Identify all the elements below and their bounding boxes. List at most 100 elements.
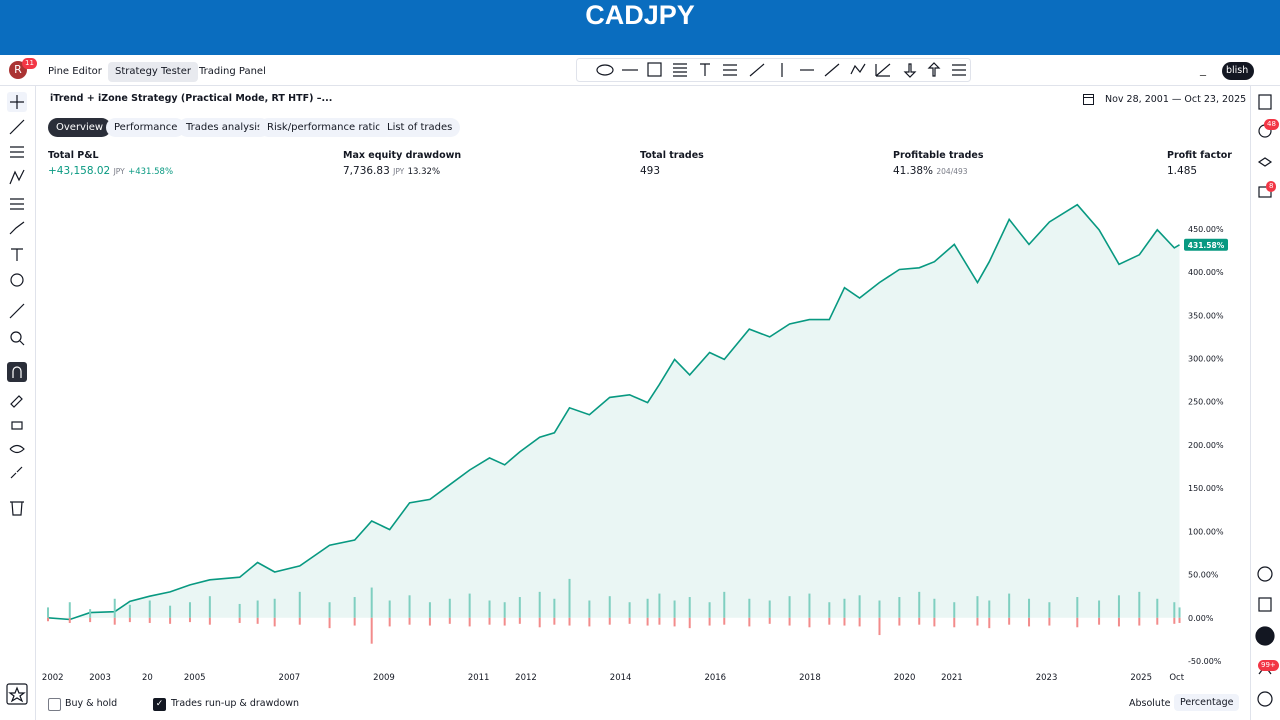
runup-drawdown-bar <box>89 609 92 618</box>
subtab[interactable]: Performance <box>106 118 186 137</box>
badge: 48 <box>1264 119 1279 130</box>
runup-drawdown-bar <box>568 578 571 618</box>
runup-drawdown-bar <box>646 617 649 626</box>
checkbox-checked[interactable]: ✓ <box>153 698 166 711</box>
runup-drawdown-bar <box>238 603 241 618</box>
metric-value: +43,158.02 JPY +431.58% <box>48 165 173 177</box>
runup-drawdown-bar <box>1117 595 1120 618</box>
runup-drawdown-bar <box>328 602 331 618</box>
runup-drawdown-bar <box>1138 617 1141 626</box>
runup-drawdown-bar <box>408 617 411 625</box>
x-tick-label: 2014 <box>610 673 632 683</box>
runup-drawdown-bar <box>47 607 49 618</box>
subtab-active[interactable]: Overview <box>48 118 112 137</box>
runup-drawdown-bar <box>878 617 881 636</box>
runup-drawdown-bar <box>113 617 116 625</box>
area-fill <box>48 204 1180 620</box>
left-toolbar <box>6 86 36 720</box>
y-tick-label: 50.00% <box>1188 571 1219 580</box>
x-tick-label: 2003 <box>89 673 111 683</box>
runup-drawdown-bar <box>976 617 979 626</box>
runup-label[interactable]: Trades run-up & drawdown <box>171 698 300 709</box>
x-tick-label: 2020 <box>894 673 916 683</box>
runup-drawdown-bar <box>518 617 521 624</box>
tab[interactable]: Trading Panel <box>199 66 266 77</box>
minimize[interactable]: _ <box>1200 62 1206 76</box>
runup-drawdown-bar <box>68 617 71 623</box>
y-tick-label: 100.00% <box>1188 527 1224 536</box>
runup-drawdown-bar <box>503 602 506 618</box>
runup-drawdown-bar <box>588 600 591 618</box>
runup-drawdown-bar <box>828 617 831 625</box>
runup-drawdown-bar <box>858 617 861 627</box>
runup-drawdown-bar <box>768 617 771 624</box>
subtab[interactable]: Trades analysis <box>178 118 271 137</box>
y-tick-label: 450.00% <box>1188 225 1224 234</box>
runup-drawdown-bar <box>408 595 411 618</box>
date-range[interactable]: Nov 28, 2001 — Oct 23, 2025 <box>1105 94 1247 105</box>
runup-drawdown-bar <box>256 600 259 618</box>
runup-drawdown-bar <box>370 617 373 644</box>
subtab[interactable]: Risk/performance ratios <box>259 118 395 137</box>
runup-drawdown-bar <box>1028 598 1031 618</box>
badge: 8 <box>1266 181 1277 192</box>
metric-value: 7,736.83 JPY 13.32% <box>343 165 440 177</box>
runup-drawdown-bar <box>843 598 846 618</box>
runup-drawdown-bar <box>353 617 356 626</box>
x-tick-label: 2025 <box>1130 673 1152 683</box>
runup-drawdown-bar <box>953 617 956 628</box>
runup-drawdown-bar <box>748 598 751 618</box>
runup-drawdown-bar <box>208 617 211 625</box>
runup-drawdown-bar <box>238 617 241 623</box>
runup-drawdown-bar <box>808 593 811 618</box>
publish-button[interactable]: blish <box>1222 62 1255 80</box>
runup-drawdown-bar <box>953 602 956 618</box>
tab-active[interactable]: Strategy Tester <box>108 62 198 82</box>
metric-label: Total P&L <box>48 150 99 161</box>
equity-chart: -50.00% 0.00% 50.00% 100.00% 150.00% 200.00% 2… <box>42 203 1228 683</box>
runup-drawdown-bar <box>723 617 726 625</box>
runup-drawdown-bar <box>428 602 431 618</box>
runup-drawdown-bar <box>89 617 92 623</box>
runup-drawdown-bar <box>448 617 451 624</box>
runup-drawdown-bar <box>273 598 276 618</box>
runup-drawdown-bar <box>748 617 751 627</box>
banner-title: CADJPY <box>585 0 695 30</box>
extra: +431.58% <box>128 167 174 177</box>
runup-drawdown-bar <box>646 598 649 618</box>
runup-drawdown-bar <box>843 617 846 626</box>
runup-drawdown-bar <box>768 600 771 618</box>
runup-drawdown-bar <box>1117 617 1120 627</box>
runup-drawdown-bar <box>918 591 921 618</box>
y-tick-label: -50.00% <box>1188 657 1222 666</box>
unit: JPY <box>113 167 125 176</box>
x-tick-label: 2007 <box>279 673 301 683</box>
runup-drawdown-bar <box>47 617 49 622</box>
percentage-toggle[interactable]: Percentage <box>1174 694 1240 711</box>
x-tick-label: 2009 <box>373 673 395 683</box>
runup-drawdown-bar <box>608 596 611 618</box>
subtab[interactable]: List of trades <box>379 118 461 137</box>
metric-value: 1.485 <box>1167 165 1198 177</box>
y-tick-label: 150.00% <box>1188 484 1224 493</box>
buy-hold-label[interactable]: Buy & hold <box>65 698 118 709</box>
y-tick-label: 250.00% <box>1188 398 1224 407</box>
extra: 13.32% <box>407 167 441 177</box>
runup-drawdown-bar <box>428 617 431 626</box>
metric-value: 41.38% 204/493 <box>893 165 968 177</box>
strategy-name[interactable]: iTrend + iZone Strategy (Practical Mode,… <box>50 93 333 104</box>
runup-drawdown-bar <box>918 617 921 625</box>
y-tick-label: 300.00% <box>1188 355 1224 364</box>
checkbox[interactable] <box>48 698 61 711</box>
tab[interactable]: Pine Editor <box>48 66 102 77</box>
runup-drawdown-bar <box>658 593 661 618</box>
absolute-toggle[interactable]: Absolute <box>1129 698 1171 709</box>
x-tick-label: 2005 <box>184 673 206 683</box>
runup-drawdown-bar <box>1178 607 1181 618</box>
runup-drawdown-bar <box>1156 598 1159 618</box>
avatar-badge: 11 <box>22 58 37 69</box>
runup-drawdown-bar <box>588 617 591 627</box>
runup-drawdown-bar <box>128 617 131 623</box>
runup-drawdown-bar <box>148 617 151 623</box>
